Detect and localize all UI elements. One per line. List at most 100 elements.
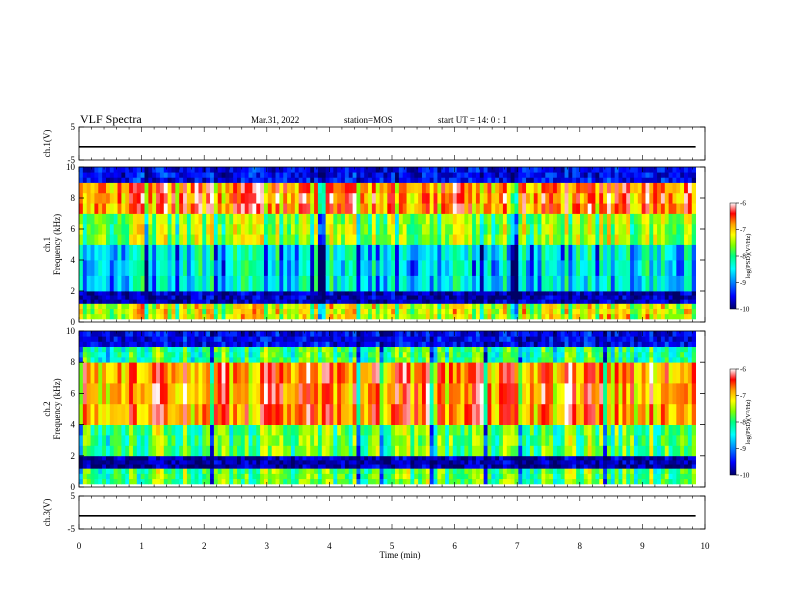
ch1-spectrogram-cell (271, 244, 276, 261)
ch1-spectrogram-cell (653, 308, 658, 315)
ch1-spectrogram-cell (599, 234, 604, 245)
ch2-spectrogram-cell (229, 346, 234, 353)
ch2-spectrogram-cell (225, 464, 230, 469)
ch1-spectrogram-cell (290, 299, 296, 304)
ch1-spectrogram-cell (152, 167, 157, 173)
ch2-spectrogram-cell (271, 383, 276, 405)
ch1-spectrogram-cell (618, 192, 623, 204)
ch1-spectrogram-cell (341, 213, 346, 225)
ch2-spectrogram-cell (460, 445, 465, 457)
ch2-spectrogram-cell (148, 455, 153, 461)
ch1-spectrogram-cell (233, 308, 238, 315)
ch1-spectrogram-cell (183, 234, 188, 245)
ch1-spectrogram-cell (406, 303, 411, 309)
ch1-spectrogram-cell (240, 223, 246, 235)
ch2-spectrogram-cell (391, 445, 396, 457)
ch2-spectrogram-cell (287, 341, 292, 347)
ch1-spectrogram-cell (344, 167, 350, 173)
ch1-spectrogram-cell (217, 223, 222, 235)
ch1-spectrogram-cell (391, 213, 396, 225)
ch1-spectrogram-cell (240, 303, 246, 309)
ch1-spectrogram-cell (179, 299, 184, 304)
ch1-spectrogram-cell (622, 167, 627, 173)
ch1-spectrogram-cell (333, 275, 338, 292)
ch1-spectrogram-cell (306, 308, 311, 315)
ch2-spectrogram-cell (198, 445, 203, 457)
ch1-spectrogram-cell (256, 299, 261, 304)
ch1-spectrogram-cell (140, 295, 145, 300)
ch1-spectrogram-cell (140, 244, 145, 261)
ch1-spectrogram-cell (664, 313, 670, 320)
ch1-spectrogram-cell (672, 299, 677, 304)
ch2-spectrogram-cell (371, 464, 377, 469)
ch2-spectrogram-cell (283, 459, 288, 465)
ch1-spectrogram-cell (564, 167, 569, 173)
ch2-spectrogram-cell (163, 435, 169, 446)
ch1-spectrogram-cell (491, 295, 496, 300)
ch1-spectrogram-cell (410, 192, 415, 204)
ch1-spectrogram-cell (568, 213, 573, 225)
ch1-spectrogram-cell (86, 313, 91, 320)
ch1-spectrogram-cell (79, 182, 84, 194)
ch2-spectrogram-cell (294, 351, 300, 358)
ch1-spectrogram-cell (510, 203, 515, 214)
ch1-spectrogram-cell (445, 291, 450, 296)
ch2-spectrogram-cell (294, 403, 300, 425)
ch1-spectrogram-cell (383, 192, 388, 204)
ch1-spectrogram-cell (148, 260, 153, 276)
ch2-spectrogram-cell (144, 383, 149, 405)
ch1-spectrogram-cell (186, 295, 192, 300)
ch2-spectrogram-cell (402, 341, 407, 347)
ch2-spectrogram-cell (387, 468, 392, 474)
ch1-spectrogram-cell (568, 172, 573, 178)
ch2-spectrogram-cell (152, 468, 157, 474)
ch1-spectrogram-cell (90, 167, 95, 173)
ch1-spectrogram-cell (691, 182, 697, 194)
ch2-spectrogram-cell (391, 435, 396, 446)
ch1-spectrogram-cell (676, 234, 681, 245)
ch2-spectrogram-cell (263, 383, 269, 405)
ch1-spectrogram-cell (395, 303, 400, 309)
ch1-spectrogram-cell (672, 295, 677, 300)
ch1-spectrogram-cell (283, 308, 288, 315)
ch2-spectrogram-cell (290, 455, 296, 461)
ch2-spectrogram-cell (421, 473, 427, 480)
ch2-spectrogram-cell (290, 346, 296, 353)
ch1-spectrogram-cell (179, 295, 184, 300)
ch1-spectrogram-cell (337, 177, 342, 183)
ch1-spectrogram-cell (329, 223, 334, 235)
ch2-spectrogram-cell (156, 478, 161, 485)
ch1-spectrogram-cell (502, 172, 508, 178)
ch2-spectrogram-cell (248, 403, 253, 425)
ch2-spectrogram-cell (167, 459, 172, 465)
ch1-spectrogram-cell (256, 172, 261, 178)
ch1-spectrogram-cell (163, 167, 169, 173)
ch1-spectrogram-cell (210, 308, 215, 315)
ch2-spectrogram-cell (105, 478, 111, 485)
ch2-spectrogram-cell (283, 435, 288, 446)
ch1-spectrogram-cell (630, 223, 635, 235)
ch1-spectrogram-cell (506, 291, 512, 296)
ch1-spectrogram-cell (395, 167, 400, 173)
ch1-spectrogram-cell (198, 167, 203, 173)
ch2-spectrogram-cell (121, 473, 126, 480)
ch1-spectrogram-cell (487, 313, 492, 320)
ch1-spectrogram-cell (213, 234, 219, 245)
ch2-spectrogram-cell (364, 362, 369, 384)
ch2-spectrogram-cell (86, 341, 91, 347)
ch1-spectrogram-cell (553, 303, 558, 309)
ch1-spectrogram-cell (533, 167, 538, 173)
ch2-spectrogram-cell (102, 346, 107, 353)
ch1-spectrogram-cell (306, 291, 311, 296)
ch1-spectrogram-cell (441, 260, 446, 276)
ch1-spectrogram-cell (684, 244, 689, 261)
ch1-spectrogram-cell (553, 192, 558, 204)
ch1-spectrogram-cell (456, 260, 461, 276)
ch2-spectrogram-cell (356, 478, 361, 485)
ch1-spectrogram-cell (248, 275, 253, 292)
ch1-spectrogram-cell (587, 260, 592, 276)
ch1-spectrogram-cell (325, 260, 330, 276)
ch2-spectrogram-cell (383, 455, 388, 461)
ch1-spectrogram-cell (402, 244, 407, 261)
ch1-spectrogram-cell (256, 291, 261, 296)
